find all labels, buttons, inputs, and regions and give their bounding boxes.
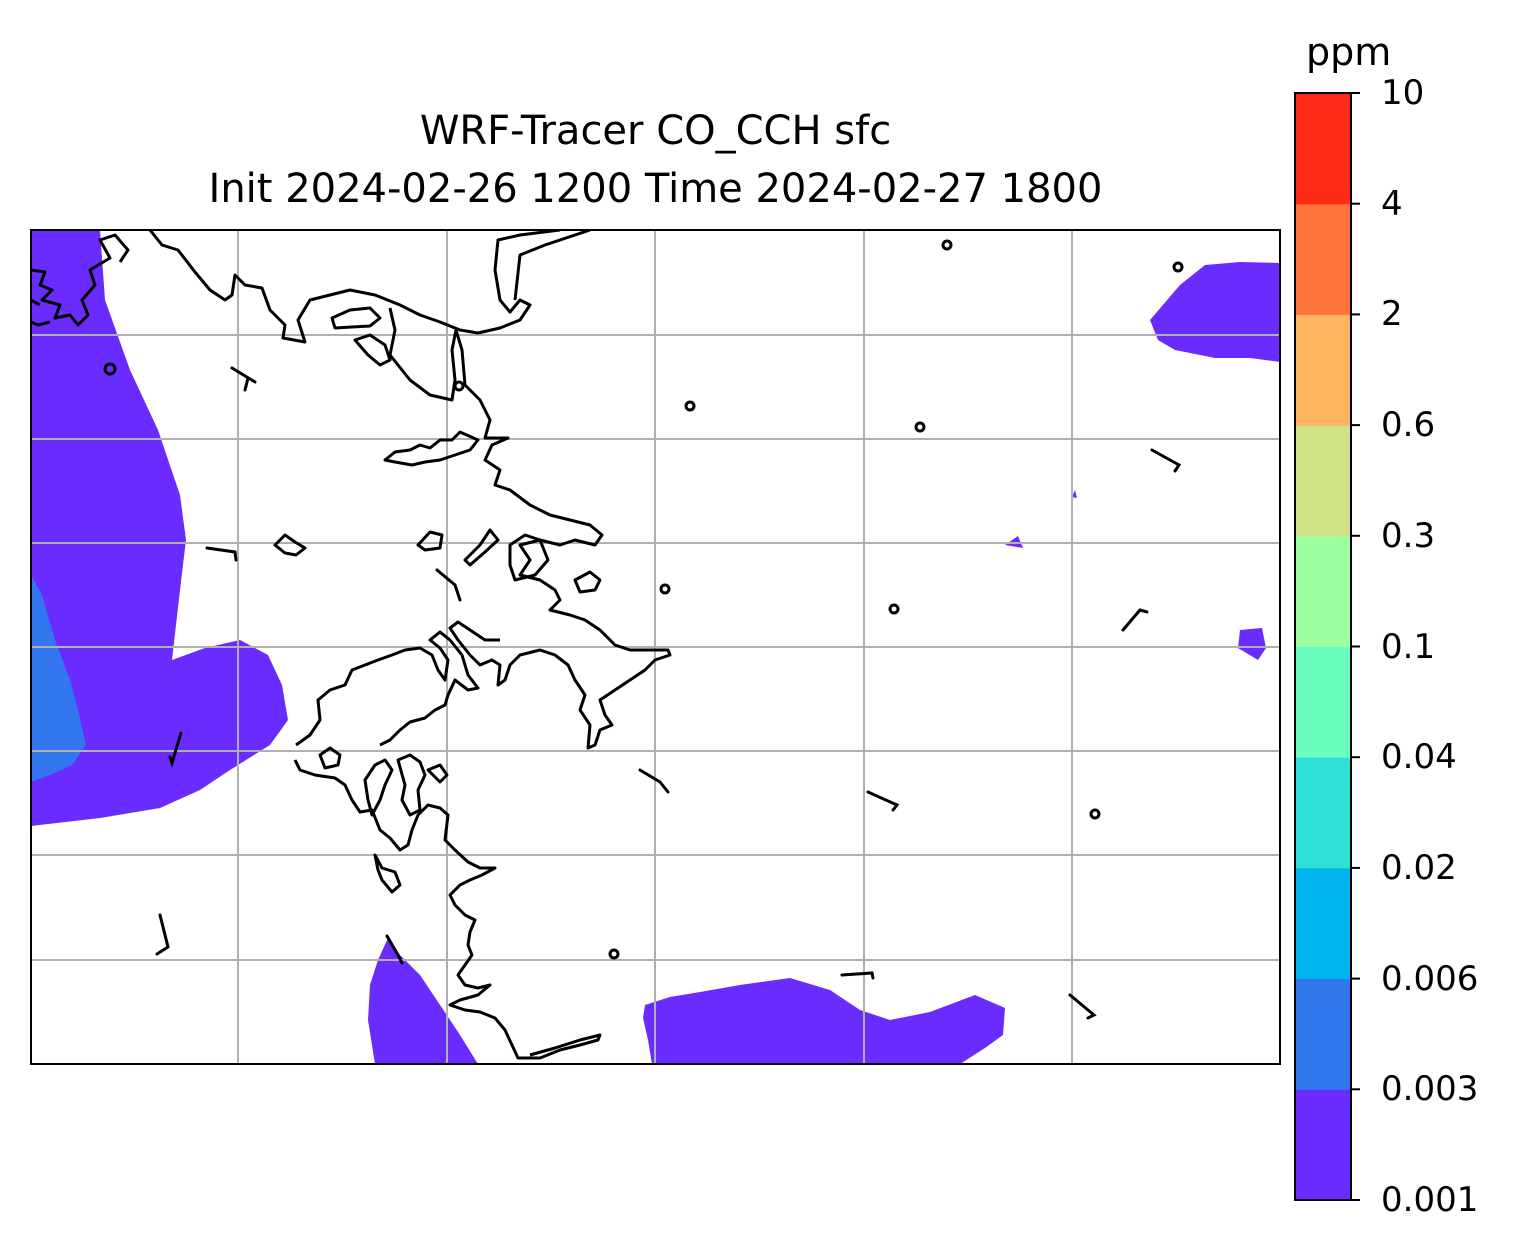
wind-barb xyxy=(866,790,900,812)
colorbar-segment xyxy=(1295,867,1351,980)
calm-markers xyxy=(103,239,1184,960)
colorbar-tick-label: 0.04 xyxy=(1381,737,1457,778)
map-title: WRF-Tracer CO_CCH sfc xyxy=(419,108,892,154)
colorbar-segment xyxy=(1295,757,1351,869)
coastline-island-d xyxy=(508,533,550,582)
coastline-island-small1 xyxy=(330,306,382,330)
coastline-archipelago-south-c xyxy=(396,753,427,817)
colorbar-unit-label: ppm xyxy=(1306,30,1392,74)
colorbar-segment xyxy=(1295,646,1351,758)
calm-circle xyxy=(103,362,117,376)
colorbar-tick-label: 0.3 xyxy=(1381,515,1436,556)
calm-circle xyxy=(453,380,465,392)
coastlines xyxy=(31,230,672,1060)
calm-circle xyxy=(1089,808,1101,820)
map-frame xyxy=(30,229,1281,1065)
colorbar-tick-label: 0.6 xyxy=(1381,405,1436,446)
coastline-island-e xyxy=(573,570,602,594)
coastline-island-b xyxy=(416,530,444,552)
shade-northeast xyxy=(1150,262,1280,362)
colorbar-tick-label: 2 xyxy=(1381,294,1403,335)
colorbar-segment xyxy=(1295,535,1351,647)
colorbar-segment xyxy=(1295,978,1351,1090)
calm-circle xyxy=(914,421,926,433)
wind-barb xyxy=(205,546,238,562)
colorbar-tick-label: 0.1 xyxy=(1381,626,1436,667)
wind-barbs xyxy=(155,366,1182,1020)
wind-barb xyxy=(1150,448,1182,473)
wind-barb xyxy=(435,568,462,602)
coastline-archipelago-south-d xyxy=(373,853,402,894)
shade-east-blob xyxy=(1238,628,1266,660)
coastline-archipelago-south xyxy=(293,759,602,1060)
coastline-coast-mid xyxy=(383,430,480,467)
wind-barb xyxy=(385,934,404,965)
colorbar-segment xyxy=(1295,1089,1351,1201)
shade-south-east xyxy=(643,978,1005,1064)
tracer-shading xyxy=(31,230,1280,1064)
calm-circle xyxy=(659,583,671,595)
colorbar-tick-label: 0.006 xyxy=(1381,958,1479,999)
calm-circle xyxy=(1172,261,1184,273)
coastline-central-spine xyxy=(388,307,672,750)
wind-barb xyxy=(840,971,875,980)
colorbar-segment xyxy=(1295,425,1351,537)
calm-circle xyxy=(888,603,900,615)
shade-west-region xyxy=(31,230,288,826)
coastline-north-spit xyxy=(353,333,392,367)
colorbar-tick-label: 0.003 xyxy=(1381,1069,1479,1110)
coastline-island-c xyxy=(463,528,500,567)
wind-barb xyxy=(1068,993,1097,1020)
gridlines xyxy=(31,230,1280,1064)
calm-circle xyxy=(941,239,953,251)
shade-south-center xyxy=(368,938,478,1064)
coastline-north-inlet xyxy=(513,230,591,301)
colorbar-tick-label: 4 xyxy=(1381,183,1403,224)
calm-circle xyxy=(684,400,696,412)
coastline-archipelago-south-b xyxy=(363,758,394,817)
coastline-archipelago-south-e xyxy=(426,763,449,784)
coastline-north-main xyxy=(148,230,561,344)
wind-barb xyxy=(1121,608,1149,632)
coastline-southwest-island xyxy=(318,746,342,770)
colorbar-segment xyxy=(1295,93,1351,205)
wind-barb xyxy=(638,768,670,794)
wind-barb xyxy=(155,913,170,956)
colorbar xyxy=(1294,92,1360,1201)
wind-barb xyxy=(168,731,183,768)
wind-barb xyxy=(230,366,257,392)
calm-circle xyxy=(608,948,620,960)
colorbar-tick-label: 0.02 xyxy=(1381,847,1457,888)
colorbar-segment xyxy=(1295,203,1351,315)
coastline-northwest-inlet xyxy=(31,298,51,327)
map-panel xyxy=(31,230,1280,1064)
colorbar-segment xyxy=(1295,314,1351,426)
coastline-archipelago-west xyxy=(295,630,480,747)
colorbar-tick-label: 10 xyxy=(1381,73,1425,113)
coastline-northwest xyxy=(31,233,130,327)
colorbar-tick-label: 0.001 xyxy=(1381,1180,1479,1220)
coastline-island-a xyxy=(273,533,307,557)
map-subtitle: Init 2024-02-26 1200 Time 2024-02-27 180… xyxy=(208,166,1103,212)
shade-west-inner xyxy=(31,575,86,782)
shade-east-dot xyxy=(1072,490,1077,498)
